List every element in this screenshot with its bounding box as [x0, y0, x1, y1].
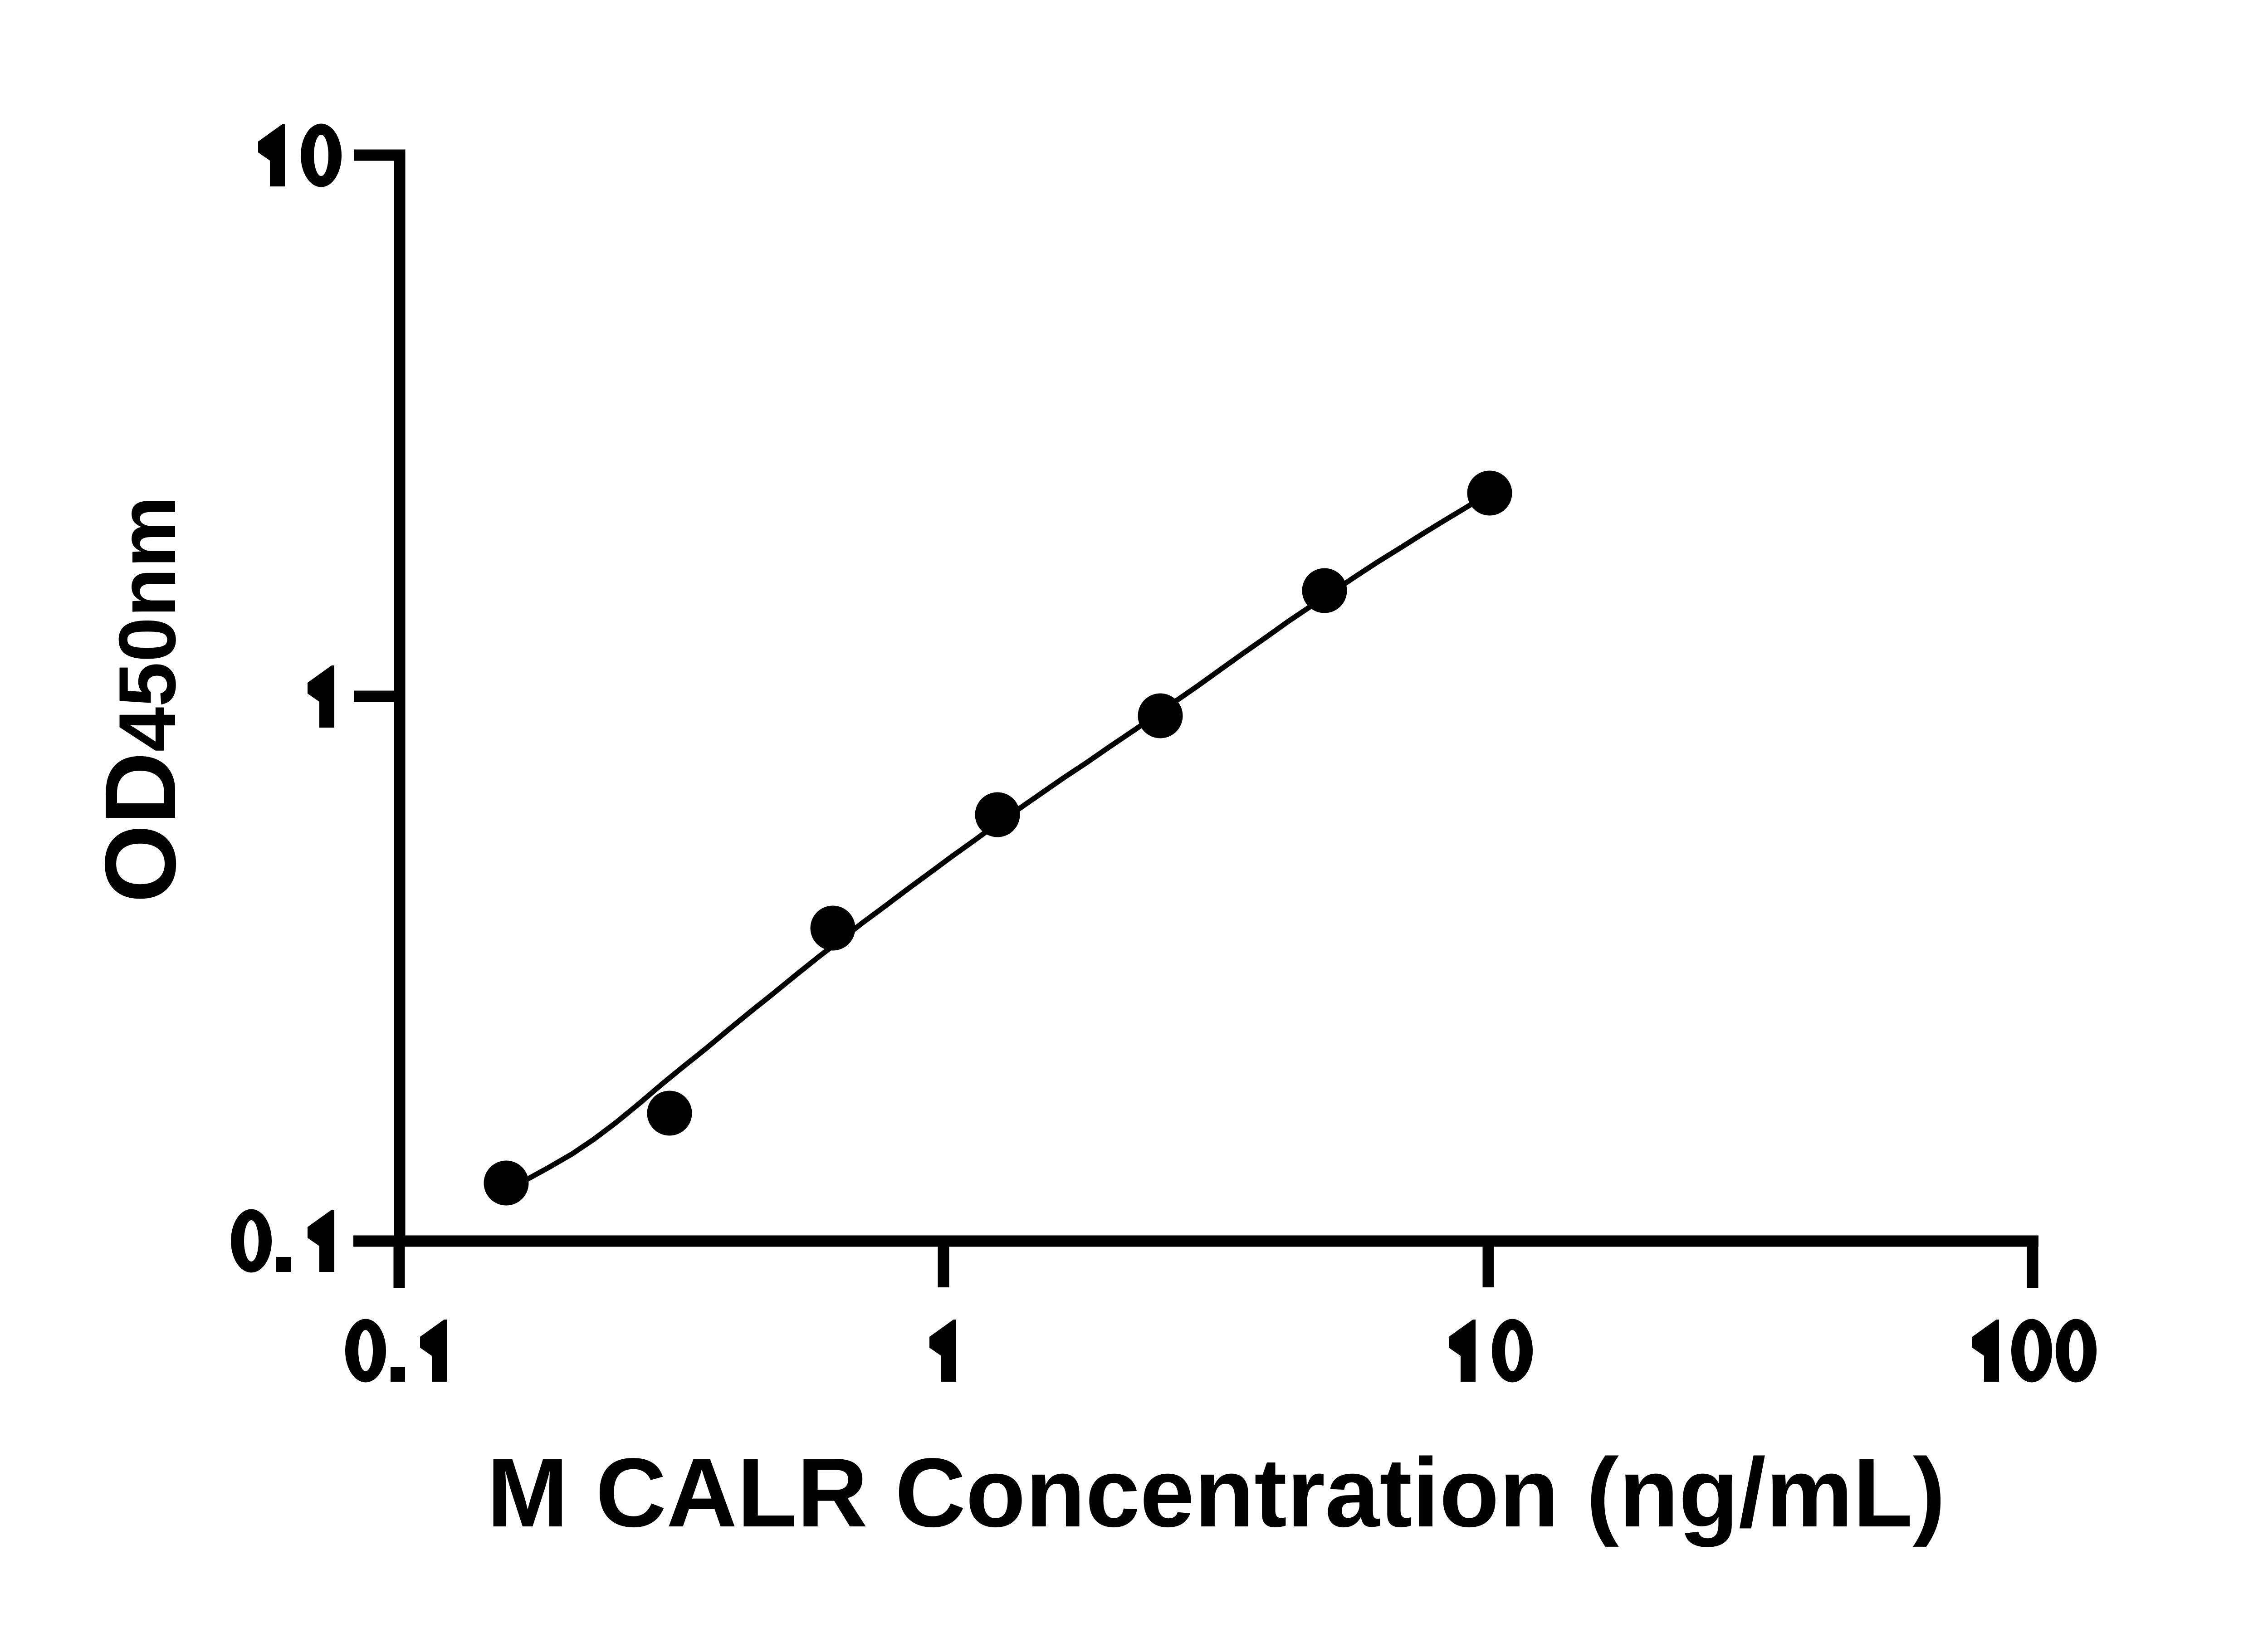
- svg-text:OD450nm: OD450nm: [84, 496, 197, 903]
- svg-text:M CALR Concentration (ng/mL): M CALR Concentration (ng/mL): [487, 1437, 1945, 1547]
